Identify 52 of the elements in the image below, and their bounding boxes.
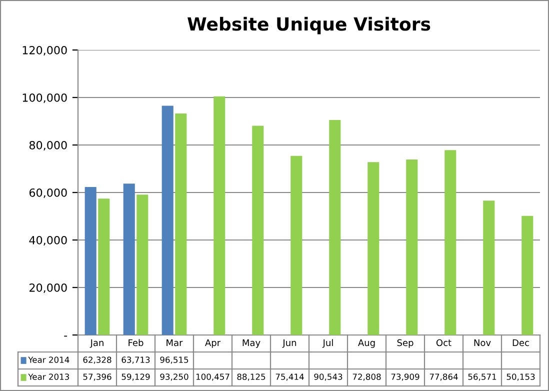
y-tick-label: 60,000: [29, 188, 67, 198]
x-tick-label: Aug: [358, 339, 375, 348]
bar: [522, 216, 534, 335]
data-label: 56,571: [468, 374, 496, 381]
data-label: 88,125: [237, 374, 266, 381]
x-tick-label: Jun: [282, 339, 296, 348]
x-tick-label: Dec: [512, 339, 529, 346]
x-tick-label: Apr: [205, 339, 221, 348]
x-tick-label: Jul: [322, 339, 333, 348]
legend-label: Year 2014: [28, 356, 70, 363]
x-tick-label: May: [242, 339, 260, 348]
legend-label: Year 2013: [28, 374, 69, 380]
y-tick-label: 40,000: [29, 236, 67, 246]
data-label: 72,808: [352, 374, 381, 381]
x-tick-label: Sep: [397, 339, 414, 348]
bar: [329, 120, 341, 335]
x-tick-label: Oct: [436, 339, 452, 346]
bar: [84, 186, 96, 335]
y-tick-label: 100,000: [22, 93, 67, 104]
data-label: 50,153: [506, 374, 535, 381]
data-label: 59,129: [122, 374, 150, 381]
data-label: 100,457: [196, 374, 230, 381]
bar: [406, 159, 418, 335]
bar: [98, 198, 110, 335]
bar: [290, 156, 302, 335]
bar: [136, 194, 148, 335]
bar: [252, 126, 264, 335]
y-tick-label: 80,000: [29, 140, 67, 151]
bar: [175, 114, 187, 335]
data-label: 62,328: [83, 356, 112, 364]
data-label: 77,864: [430, 374, 458, 381]
bar: [444, 150, 456, 335]
y-tick-label: 120,000: [22, 46, 67, 56]
data-label: 90,543: [314, 374, 342, 381]
x-tick-label: Nov: [474, 339, 491, 346]
data-label: 93,250: [160, 374, 188, 381]
data-label: 57,396: [83, 374, 112, 381]
bar: [483, 200, 495, 335]
bar: [214, 96, 226, 335]
y-tick-label: -: [64, 336, 68, 337]
x-tick-label: Jan: [90, 339, 104, 348]
bar: [123, 184, 135, 335]
y-tick-label: 20,000: [30, 283, 67, 294]
x-tick-label: Feb: [128, 339, 144, 346]
data-label: 75,414: [276, 374, 304, 381]
x-tick-label: Mar: [166, 339, 183, 346]
data-label: 73,909: [391, 374, 420, 381]
bar: [368, 162, 380, 335]
data-label: 96,515: [160, 356, 188, 364]
bar: [162, 106, 174, 335]
chart-title: Website Unique Visitors: [188, 16, 430, 34]
data-label: 63,713: [122, 356, 150, 364]
